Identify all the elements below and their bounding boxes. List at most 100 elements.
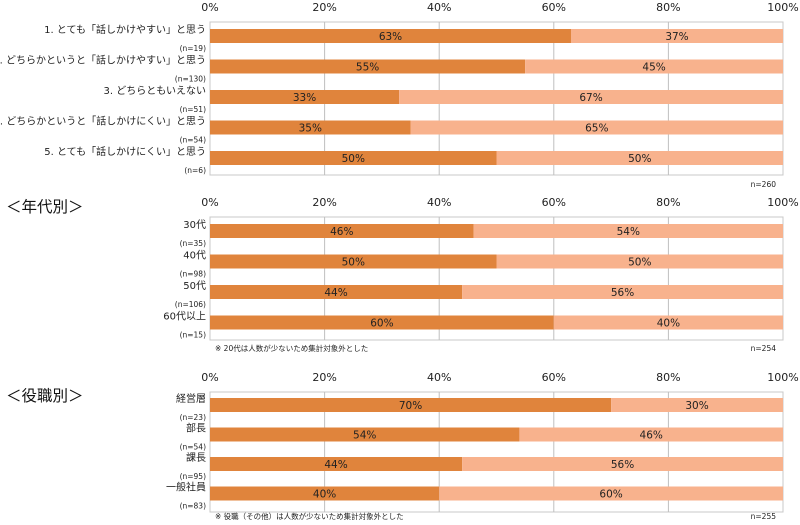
chart-2-bar-dark — [210, 457, 463, 471]
chart-2-data-label: 56% — [611, 459, 634, 471]
chart-2-category-label: 一般社員 — [166, 481, 206, 494]
chart-0-sample-size: (n=130) — [175, 75, 206, 84]
chart-2-tick-label: 60% — [542, 371, 566, 384]
chart-0-sample-size: (n=6) — [184, 166, 206, 175]
chart-1-bar-dark — [210, 285, 463, 299]
chart-2-bar-light — [439, 486, 783, 501]
chart-1-category-label: 40代 — [183, 250, 206, 262]
chart-1-bar-light — [473, 224, 783, 238]
chart-2-data-label: 44% — [324, 459, 347, 471]
chart-0-bar-light — [399, 90, 783, 104]
chart-1-tick-label: 0% — [201, 196, 218, 209]
chart-1-data-label: 60% — [370, 318, 393, 330]
chart-2-data-label: 70% — [399, 400, 422, 412]
chart-1-tick-label: 20% — [312, 196, 336, 209]
chart-1-data-label: 54% — [617, 226, 640, 238]
section-heading-age: ＜年代別＞ — [6, 198, 84, 216]
chart-2-data-label: 60% — [599, 489, 622, 501]
chart-0-tick-label: 40% — [427, 1, 451, 14]
chart-0-data-label: 55% — [356, 62, 379, 74]
chart-1-sample-size: (n=35) — [180, 239, 207, 248]
chart-1-total: n=254 — [751, 344, 777, 353]
chart-2-sample-size: (n=95) — [180, 472, 207, 481]
chart-2-bar-dark — [210, 398, 612, 412]
chart-0-sample-size: (n=51) — [180, 105, 207, 114]
chart-0-data-label: 50% — [342, 153, 365, 165]
chart-0-sample-size: (n=54) — [180, 136, 207, 145]
chart-0-category-label: 3. どちらともいえない — [103, 85, 206, 97]
chart-0-category-label: 4. どちらかというと「話しかけにくい」と思う — [0, 115, 206, 128]
chart-2-tick-label: 80% — [656, 371, 680, 384]
chart-2-bar-light — [462, 457, 783, 471]
chart-1-sample-size: (n=98) — [180, 270, 207, 279]
chart-0-tick-label: 100% — [767, 1, 798, 14]
chart-1-data-label: 56% — [611, 287, 634, 299]
chart-2-bar-dark — [210, 427, 520, 442]
chart-0-data-label: 33% — [293, 92, 316, 104]
chart-1-bar-light — [496, 254, 783, 269]
chart-1-bar-light — [553, 315, 783, 330]
section-heading-position: ＜役職別＞ — [6, 387, 84, 405]
chart-0-category-label: 2. どちらかというと「話しかけやすい」と思う — [0, 54, 206, 67]
chart-1-bar-dark — [210, 254, 497, 269]
chart-0-bar-dark — [210, 151, 497, 165]
chart-1-sample-size: (n=15) — [180, 331, 207, 340]
chart-0-bar-dark — [210, 29, 571, 43]
chart-0-data-label: 50% — [628, 153, 651, 165]
chart-2-category-label: 経営層 — [176, 392, 206, 405]
chart-0-total: n=260 — [751, 180, 777, 189]
chart-0-bar-dark — [210, 90, 400, 104]
chart-1-category-label: 30代 — [183, 219, 206, 231]
chart-1-tick-label: 100% — [767, 196, 798, 209]
chart-2-data-label: 46% — [640, 430, 663, 442]
chart-1-data-label: 40% — [657, 318, 680, 330]
chart-2-category-label: 課長 — [186, 451, 206, 464]
chart-0-bar-light — [410, 120, 783, 135]
chart-0-data-label: 45% — [642, 62, 665, 74]
chart-2-data-label: 54% — [353, 430, 376, 442]
chart-1-data-label: 46% — [330, 226, 353, 238]
chart-1-bar-light — [462, 285, 783, 299]
chart-1-tick-label: 80% — [656, 196, 680, 209]
chart-0-tick-label: 20% — [312, 1, 336, 14]
chart-1-tick-label: 40% — [427, 196, 451, 209]
chart-0-data-label: 63% — [379, 31, 402, 43]
chart-1-bar-dark — [210, 315, 554, 330]
chart-2-sample-size: (n=54) — [180, 443, 207, 452]
chart-2-sample-size: (n=23) — [180, 413, 207, 422]
chart-2-note: ※ 役職（その他）は人数が少ないため集計対象外とした — [215, 511, 404, 521]
chart-1-data-label: 50% — [628, 257, 651, 269]
chart-0-bar-light — [570, 29, 783, 43]
chart-0-bar-dark — [210, 120, 411, 135]
chart-1-data-label: 50% — [342, 257, 365, 269]
chart-2-tick-label: 40% — [427, 371, 451, 384]
chart-1-data-label: 44% — [324, 287, 347, 299]
chart-0-bar-light — [496, 151, 783, 165]
chart-0-data-label: 65% — [585, 123, 608, 135]
chart-2-data-label: 40% — [313, 489, 336, 501]
chart-0-data-label: 35% — [299, 123, 322, 135]
chart-0-tick-label: 80% — [656, 1, 680, 14]
chart-2-total: n=255 — [751, 512, 777, 521]
chart-2-tick-label: 20% — [312, 371, 336, 384]
chart-2-data-label: 30% — [685, 400, 708, 412]
chart-2-tick-label: 100% — [767, 371, 798, 384]
chart-1-bar-dark — [210, 224, 474, 238]
chart-2-plot-frame — [209, 391, 784, 513]
chart-0-data-label: 37% — [665, 31, 688, 43]
chart-0-tick-label: 60% — [542, 1, 566, 14]
chart-0-bar-light — [525, 59, 783, 74]
chart-1-note: ※ 20代は人数が少ないため集計対象外とした — [215, 343, 368, 353]
chart-1-tick-label: 60% — [542, 196, 566, 209]
chart-0-data-label: 67% — [579, 92, 602, 104]
chart-0-sample-size: (n=19) — [180, 44, 207, 53]
chart-0-category-label: 5. とても「話しかけにくい」と思う — [44, 145, 206, 158]
chart-2-sample-size: (n=83) — [180, 502, 207, 511]
chart-0-tick-label: 0% — [201, 1, 218, 14]
chart-1-sample-size: (n=106) — [175, 300, 206, 309]
chart-1-category-label: 60代以上 — [163, 311, 206, 323]
chart-2-bar-dark — [210, 486, 440, 501]
chart-2-tick-label: 0% — [201, 371, 218, 384]
chart-0-category-label: 1. とても「話しかけやすい」と思う — [44, 23, 206, 36]
